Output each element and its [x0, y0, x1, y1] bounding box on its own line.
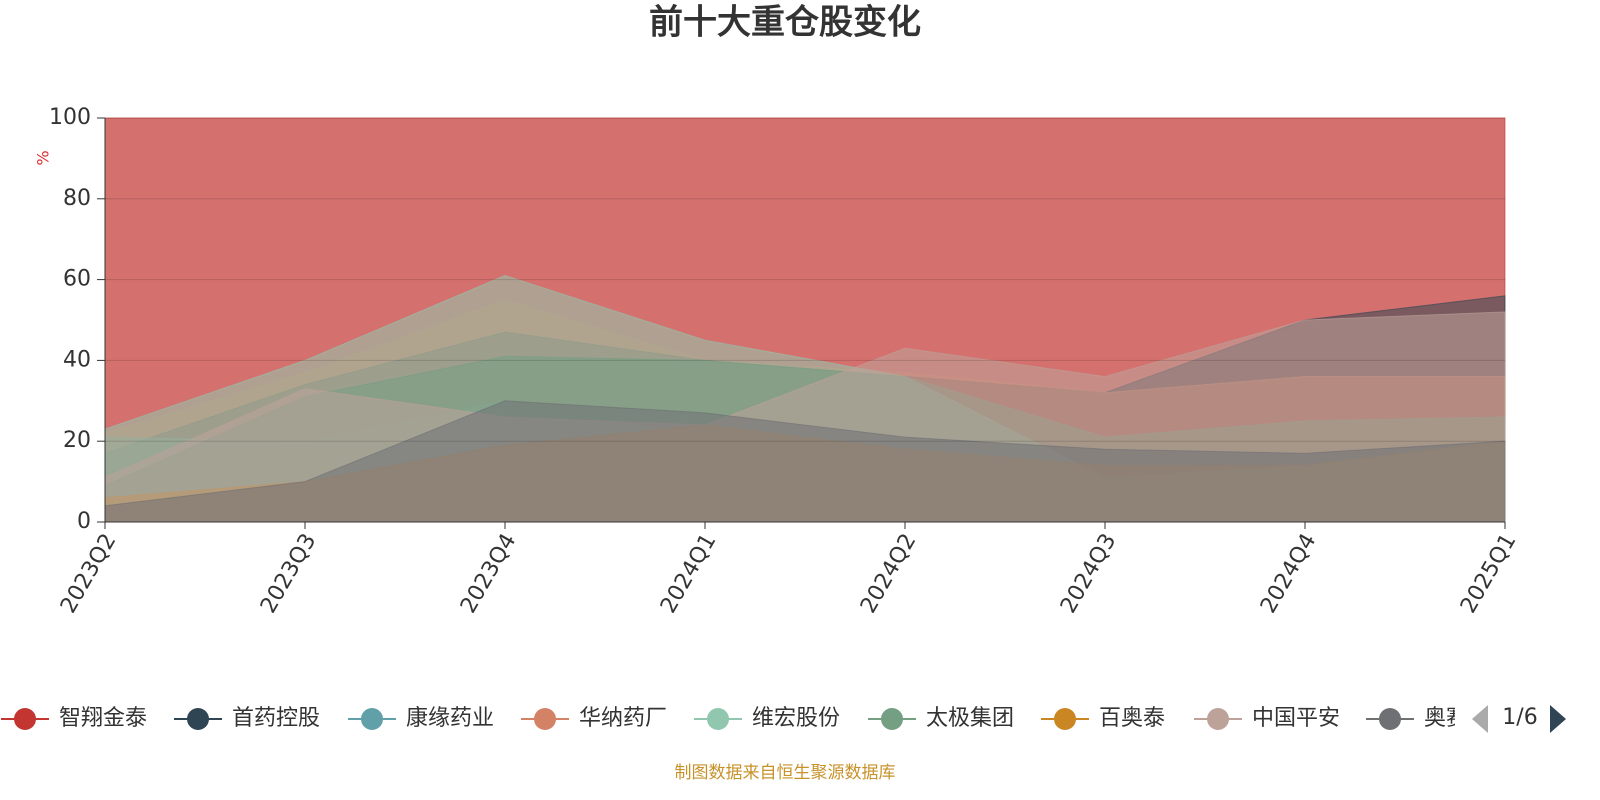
y-tick-label: 40: [63, 347, 91, 372]
legend-marker: [187, 708, 209, 730]
y-tick-label: 60: [63, 267, 91, 292]
legend-label: 百奥泰: [1099, 706, 1165, 731]
x-tick-label: 2025Q1: [1456, 530, 1521, 618]
x-tick-label: 2024Q2: [856, 530, 921, 618]
x-tick-label: 2024Q3: [1056, 530, 1121, 618]
legend-marker: [361, 708, 383, 730]
legend-marker: [707, 708, 729, 730]
legend: 智翔金泰 首药控股 康缘药业 华纳药厂 维宏股份 太极集团 百奥泰 中国平安 奥赛康: [1, 706, 1490, 731]
y-tick-label: 20: [63, 428, 91, 453]
x-tick-label: 2024Q1: [656, 530, 721, 618]
legend-marker: [1379, 708, 1401, 730]
x-tick-label: 2023Q2: [56, 530, 121, 618]
legend-page: 1/6: [1502, 705, 1537, 730]
area: [104, 400, 1506, 523]
legend-marker: [534, 708, 556, 730]
x-tick-label: 2024Q4: [1256, 530, 1321, 618]
legend-label: 中国平安: [1252, 706, 1340, 731]
legend-label: 康缘药业: [406, 706, 494, 731]
y-tick-label: 0: [77, 509, 91, 534]
x-tick-label: 2023Q3: [256, 530, 321, 618]
x-tick-label: 2023Q4: [456, 530, 521, 618]
legend-label: 维宏股份: [752, 706, 840, 731]
y-axis-label: %: [34, 150, 53, 165]
source-note: 制图数据来自恒生聚源数据库: [675, 763, 896, 783]
legend-marker: [1207, 708, 1229, 730]
legend-label: 首药控股: [232, 706, 320, 731]
legend-label: 华纳药厂: [579, 706, 667, 731]
y-tick-label: 80: [63, 186, 91, 211]
legend-label: 智翔金泰: [59, 706, 147, 731]
legend-next[interactable]: [1550, 705, 1566, 733]
legend-prev: [1472, 705, 1488, 733]
y-tick-label: 100: [49, 105, 91, 130]
legend-marker: [14, 708, 36, 730]
legend-label: 太极集团: [926, 706, 1014, 731]
legend-label: 奥赛康: [1424, 706, 1490, 731]
chart-title: 前十大重仓股变化: [649, 3, 921, 43]
legend-marker: [881, 708, 903, 730]
legend-marker: [1054, 708, 1076, 730]
